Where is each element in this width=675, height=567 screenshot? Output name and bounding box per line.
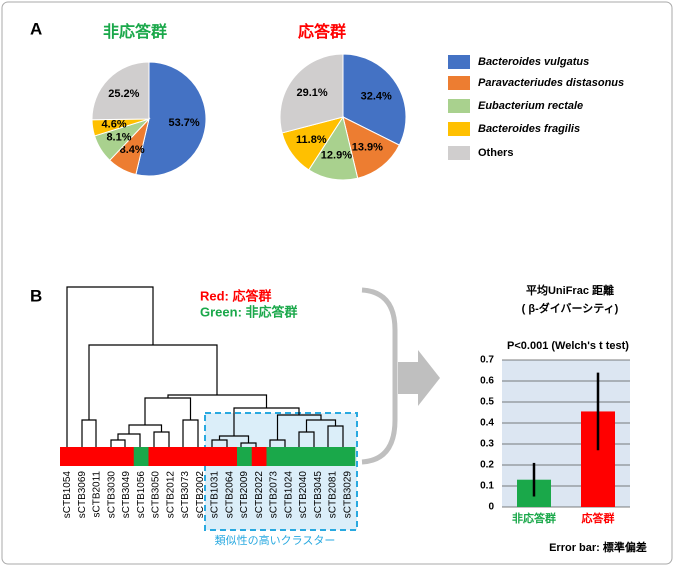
leaf-color [325,447,341,466]
leaf-color [163,447,179,466]
leaf-label: sCTB2002 [195,471,206,519]
pie-label: 11.8% [296,134,327,146]
leaf-color [251,447,267,466]
leaf-label: sCTB3045 [313,471,324,519]
leaf-color [89,447,105,466]
legend-swatch [448,99,470,113]
leaf-color [222,447,238,466]
leaf-label: sCTB1024 [283,471,294,519]
leaf-color [340,447,356,466]
leaf-color [207,447,223,466]
cluster-box [204,412,358,531]
pie-label: 29.1% [296,87,327,99]
leaf-color [178,447,194,466]
note: Error bar: 標準偏差 [549,540,647,554]
legend-label: Eubacterium rectale [478,100,583,112]
annotation: P<0.001 (Welch's t test) [507,340,629,352]
leaf-color [192,447,208,466]
leaf-color [119,447,135,466]
leaf-label: sCTB3050 [151,471,162,519]
leaf-label: sCTB2009 [239,471,250,519]
leaf-color [60,447,76,466]
leaf-label: sCTB2081 [328,471,339,519]
leaf-color [281,447,297,466]
pie-label: 13.9% [352,141,383,153]
dendrogram-branches [66,286,344,447]
leaf-color [266,447,282,466]
y-tick-label: 0.2 [480,460,494,471]
panel-label: A [30,19,42,38]
legend-label: Bacteroides fragilis [478,123,580,135]
bracket [361,287,398,465]
pie-slice [135,61,207,177]
bar-subtitle: ( β-ダイバーシティ) [522,301,619,315]
leaf-color [104,447,120,466]
leaf-color [133,447,149,466]
y-tick-label: 0 [488,502,494,513]
leaf-label: sCTB3069 [77,471,88,519]
leaf-label: sCTB1056 [136,471,147,519]
legend-label: Paravacteriudes distasonus [478,77,624,89]
legend-label: Others [478,147,513,159]
group-legend: Red: 応答群 [200,288,272,303]
legend-label: Bacteroides vulgatus [478,56,589,68]
leaf-label: sCTB2022 [254,471,265,519]
pie-label: 12.9% [321,149,352,161]
leaf-color [237,447,253,466]
legend-swatch [448,55,470,69]
leaf-color [148,447,164,466]
leaf-color [310,447,326,466]
pie-label: 4.6% [102,118,127,130]
legend-swatch [448,122,470,136]
leaf-label: sCTB3049 [121,471,132,519]
pie-label: 25.2% [108,88,139,100]
pie-label: 8.1% [106,132,131,144]
leaf-label: sCTB1054 [62,471,73,519]
x-tick-label: 応答群 [582,511,615,525]
leaf-label: sCTB3030 [106,471,117,519]
pie-title: 応答群 [298,22,346,41]
y-tick-label: 0.5 [480,397,494,408]
y-tick-label: 0.4 [480,418,494,429]
x-tick-label: 非応答群 [512,511,556,525]
y-tick-label: 0.7 [480,355,494,366]
legend-swatch [448,146,470,160]
leaf-label: sCTB3073 [180,471,191,519]
leaf-label: sCTB2073 [269,471,280,519]
leaf-label: sCTB2064 [224,471,235,519]
bar-title: 平均UniFrac 距離 [526,283,614,297]
leaf-label: sCTB2011 [92,471,103,518]
leaf-color [74,447,90,466]
leaf-color [296,447,312,466]
leaf-label: sCTB2040 [298,471,309,519]
pie-label: 32.4% [361,90,392,102]
y-tick-label: 0.1 [480,481,494,492]
pie-slice [279,53,344,134]
y-tick-label: 0.6 [480,376,494,387]
pie-slice [342,116,401,179]
pie-title: 非応答群 [103,22,167,41]
leaf-label: sCTB1031 [210,471,221,519]
leaf-label: sCTB2012 [165,471,176,519]
pie-slice [91,61,150,121]
pie-label: 8.4% [120,144,145,156]
leaf-label: sCTB3029 [342,471,353,519]
y-tick-label: 0.3 [480,439,494,450]
pie-slice [342,53,407,146]
panel-label: B [30,286,42,305]
legend-swatch [448,76,470,90]
cluster-label: 類似性の高いクラスター [215,533,336,547]
group-legend: Green: 非応答群 [200,304,298,319]
pie-label: 53.7% [168,117,199,129]
arrow [398,350,440,406]
